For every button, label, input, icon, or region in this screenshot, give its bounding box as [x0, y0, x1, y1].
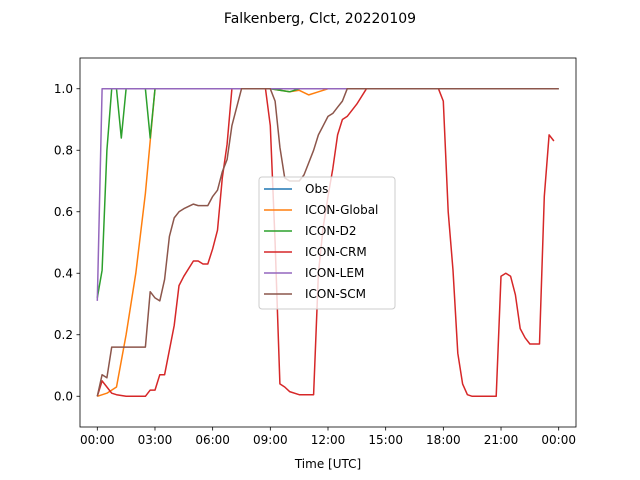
x-tick-label: 12:00 — [311, 433, 346, 447]
chart-title: Falkenberg, Clct, 20220109 — [224, 11, 416, 27]
x-axis-label: Time [UTC] — [294, 457, 361, 471]
series-line-icon-d2 — [96, 88, 559, 299]
x-tick-label: 00:00 — [80, 433, 115, 447]
legend-label: ICON-LEM — [305, 266, 364, 280]
x-axis-ticks: 00:00 03:00 06:00 09:00 12:00 15:00 18:00 21:00… — [80, 427, 576, 447]
x-tick-label: 15:00 — [368, 433, 403, 447]
y-tick-label: 1.0 — [54, 82, 73, 96]
y-tick-label: 0.8 — [54, 143, 73, 157]
legend-label: ICON-Global — [305, 203, 378, 217]
x-tick-label: 09:00 — [253, 433, 288, 447]
series-line-icon-scm — [96, 88, 559, 397]
x-tick-label: 03:00 — [138, 433, 173, 447]
y-tick-label: 0.2 — [54, 328, 73, 342]
legend-label: ICON-CRM — [305, 245, 367, 259]
legend-box — [258, 176, 396, 310]
x-tick-label: 18:00 — [426, 433, 461, 447]
series-line-icon-crm — [96, 88, 555, 398]
x-tick-label: 00:00 — [541, 433, 576, 447]
legend: Obs ICON-Global ICON-D2 ICON-CRM ICON-LEM ICO… — [258, 176, 396, 310]
series-layer — [96, 88, 559, 398]
legend-label: ICON-D2 — [305, 224, 357, 238]
x-tick-label: 21:00 — [484, 433, 519, 447]
y-axis-ticks: 0.0 0.2 0.4 0.6 0.8 1.0 — [54, 82, 80, 403]
series-line-icon-lem — [96, 88, 559, 301]
legend-label: Obs — [305, 182, 328, 196]
y-tick-label: 0.6 — [54, 205, 73, 219]
x-tick-label: 06:00 — [195, 433, 230, 447]
legend-label: ICON-SCM — [305, 287, 366, 301]
y-tick-label: 0.0 — [54, 389, 73, 403]
y-tick-label: 0.4 — [54, 266, 73, 280]
